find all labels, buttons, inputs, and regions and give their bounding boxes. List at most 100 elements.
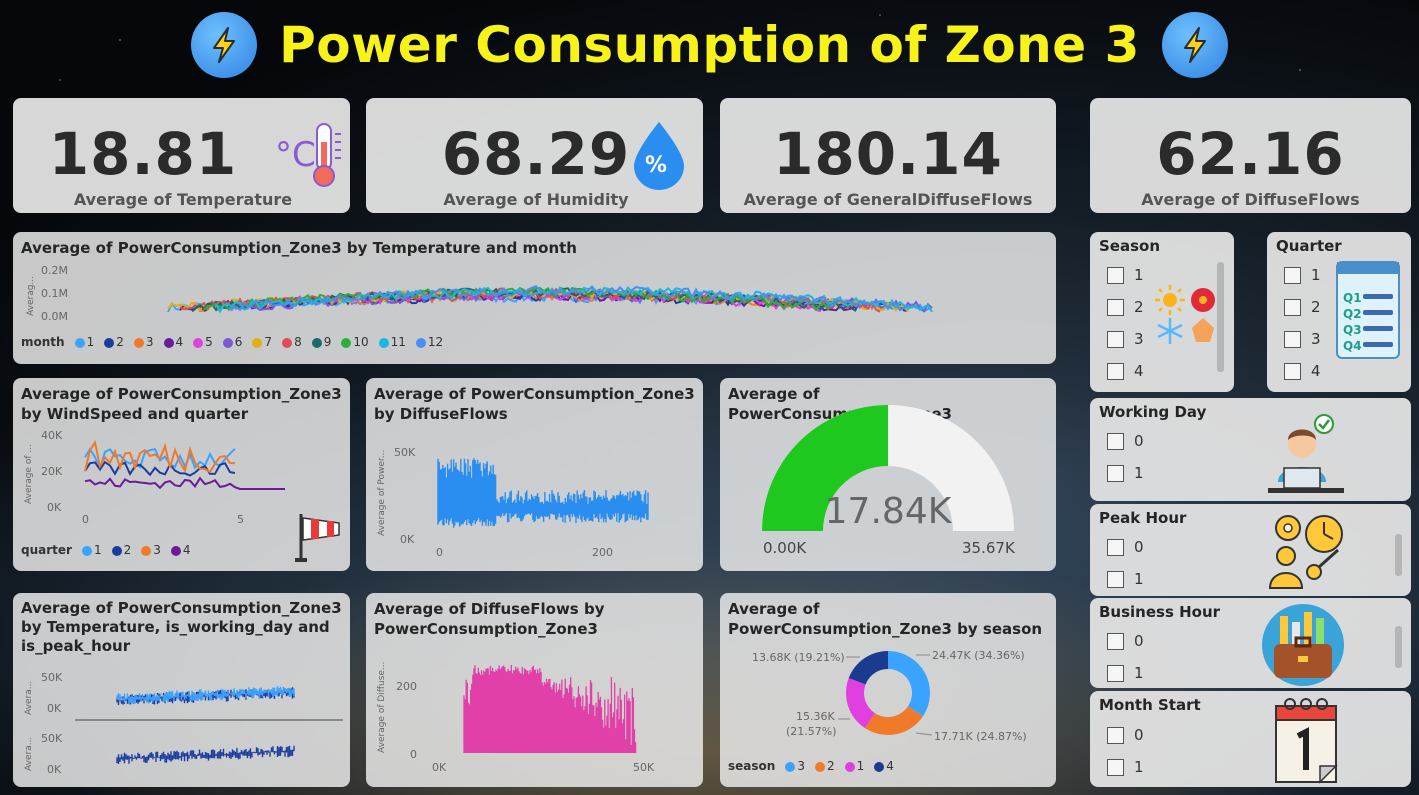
scrollbar[interactable] [1395,626,1402,668]
slicer-title: Month Start [1099,696,1201,714]
checkbox[interactable] [1107,298,1124,316]
leader-line [915,732,933,736]
y-tick: 40K [41,429,63,442]
x-tick: 200 [592,546,613,559]
donut-slice[interactable] [888,651,930,717]
slicer-option[interactable]: 1 [1107,266,1144,284]
option-label: 1 [1134,570,1144,588]
checkbox[interactable] [1284,298,1301,316]
chart-diffuse-by-power[interactable]: Average of DiffuseFlows by PowerConsumpt… [366,593,703,787]
legend-item[interactable]: 4 [163,335,183,349]
legend-item[interactable]: 2 [111,543,131,557]
slicer-option[interactable]: 1 [1107,664,1144,682]
x-tick: 5 [237,513,244,526]
slicer-option[interactable]: 1 [1284,266,1321,284]
chart-windspeed-quarter[interactable]: Average of PowerConsumption_Zone3 by Win… [13,378,350,571]
checkbox[interactable] [1107,632,1124,650]
legend-item[interactable]: 5 [193,335,213,349]
chart-temperature-month[interactable]: Average of PowerConsumption_Zone3 by Tem… [13,232,1056,364]
slicer-season[interactable]: Season 1 2 3 4 [1090,232,1234,392]
legend-item[interactable]: 11 [378,335,406,349]
legend-item[interactable]: 4 [874,759,894,773]
slicer-option[interactable]: 4 [1284,362,1321,380]
slicer-option[interactable]: 2 [1284,298,1321,316]
slicer-option[interactable]: 3 [1284,330,1321,348]
slicer-option[interactable]: 3 [1107,330,1144,348]
checkbox[interactable] [1284,266,1301,284]
checkbox[interactable] [1107,664,1124,682]
donut-slice[interactable] [848,651,888,685]
option-label: 4 [1134,362,1144,380]
y-tick: 0 [410,748,417,761]
option-label: 0 [1134,726,1144,744]
scrollbar[interactable] [1217,262,1224,372]
slicer-option[interactable]: 0 [1107,726,1144,744]
slicer-option[interactable]: 1 [1107,464,1144,482]
slicer-option[interactable]: 0 [1107,538,1144,556]
checkbox[interactable] [1107,758,1124,776]
slicer-option[interactable]: 2 [1107,298,1144,316]
diffuseflows-series [437,458,649,528]
slicer-option[interactable]: 1 [1107,570,1144,588]
donut-slice[interactable] [846,678,875,729]
slicer-working-day[interactable]: Working Day 0 1 [1090,398,1411,501]
checkbox[interactable] [1107,726,1124,744]
y-tick: 0.1M [41,287,68,300]
chart-title: Average of PowerConsumption_Zone3 by Win… [21,385,342,423]
slicer-peak-hour[interactable]: Peak Hour 0 1 [1090,504,1411,596]
slicer-option[interactable]: 4 [1107,362,1144,380]
legend-item[interactable]: 9 [311,335,331,349]
checkbox[interactable] [1107,330,1124,348]
legend-item[interactable]: 1 [844,759,864,773]
y-tick: 50K [41,732,63,745]
scrollbar[interactable] [1395,534,1402,576]
checkbox[interactable] [1107,570,1124,588]
legend-item[interactable]: 1 [74,335,94,349]
slicer-title: Peak Hour [1099,509,1187,527]
donut-slice[interactable] [864,706,923,735]
legend-item[interactable]: 6 [222,335,242,349]
slicer-option[interactable]: 0 [1107,432,1144,450]
slicer-option[interactable]: 0 [1107,632,1144,650]
checkbox[interactable] [1107,432,1124,450]
legend-item[interactable]: 12 [415,335,443,349]
kpi-card-diffuse-flows[interactable]: 62.16 Average of DiffuseFlows [1090,98,1411,213]
slicer-quarter[interactable]: Quarter 1 2 3 4 Q1 Q2 Q3 Q4 [1267,232,1411,392]
legend-item[interactable]: 3 [785,759,805,773]
kpi-card-general-diffuse-flows[interactable]: 180.14 Average of GeneralDiffuseFlows [720,98,1056,213]
option-label: 3 [1134,330,1144,348]
checkbox[interactable] [1107,464,1124,482]
quarter-series-line [84,439,236,474]
kpi-card-humidity[interactable]: 68.29 Average of Humidity % [366,98,703,213]
legend-item[interactable]: 3 [133,335,154,349]
legend-item[interactable]: 10 [341,335,369,349]
legend-item[interactable]: 7 [252,335,272,349]
option-label: 1 [1134,266,1144,284]
kpi-value: 62.16 [1156,120,1345,188]
data-label-value: 15.36K [796,710,835,723]
checkbox[interactable] [1284,330,1301,348]
chart-title: Average of PowerConsumption_Zone3 by Tem… [21,239,577,257]
legend-item[interactable]: 4 [170,543,191,557]
chart-power-by-diffuseflows[interactable]: Average of PowerConsumption_Zone3 by Dif… [366,378,703,571]
checkbox[interactable] [1107,362,1124,380]
slicer-month-start[interactable]: Month Start 0 1 [1090,691,1411,787]
chart-working-peak[interactable]: Average of PowerConsumption_Zone3 by Tem… [13,593,350,787]
kpi-card-temperature[interactable]: 18.81 Average of Temperature °C [13,98,350,213]
slicer-option[interactable]: 1 [1107,758,1144,776]
svg-text:Q1: Q1 [1343,291,1362,305]
gauge-power-consumption[interactable]: Average of PowerConsumption_Zone3 17.84K… [720,378,1056,571]
legend-item[interactable]: 1 [81,543,102,557]
checkbox[interactable] [1284,362,1301,380]
data-label: 24.47K (34.36%) [932,649,1025,662]
checkbox[interactable] [1107,538,1124,556]
chart-season-donut[interactable]: Average of PowerConsumption_Zone3 by sea… [720,593,1056,787]
legend-item[interactable]: 2 [104,335,124,349]
legend-item[interactable]: 8 [282,335,302,349]
legend-item[interactable]: 2 [814,759,835,773]
humidity-drop-icon: % [634,122,684,190]
option-label: 0 [1134,432,1144,450]
checkbox[interactable] [1107,266,1124,284]
legend-item[interactable]: 3 [141,543,161,557]
slicer-business-hour[interactable]: Business Hour 0 1 [1090,598,1411,688]
